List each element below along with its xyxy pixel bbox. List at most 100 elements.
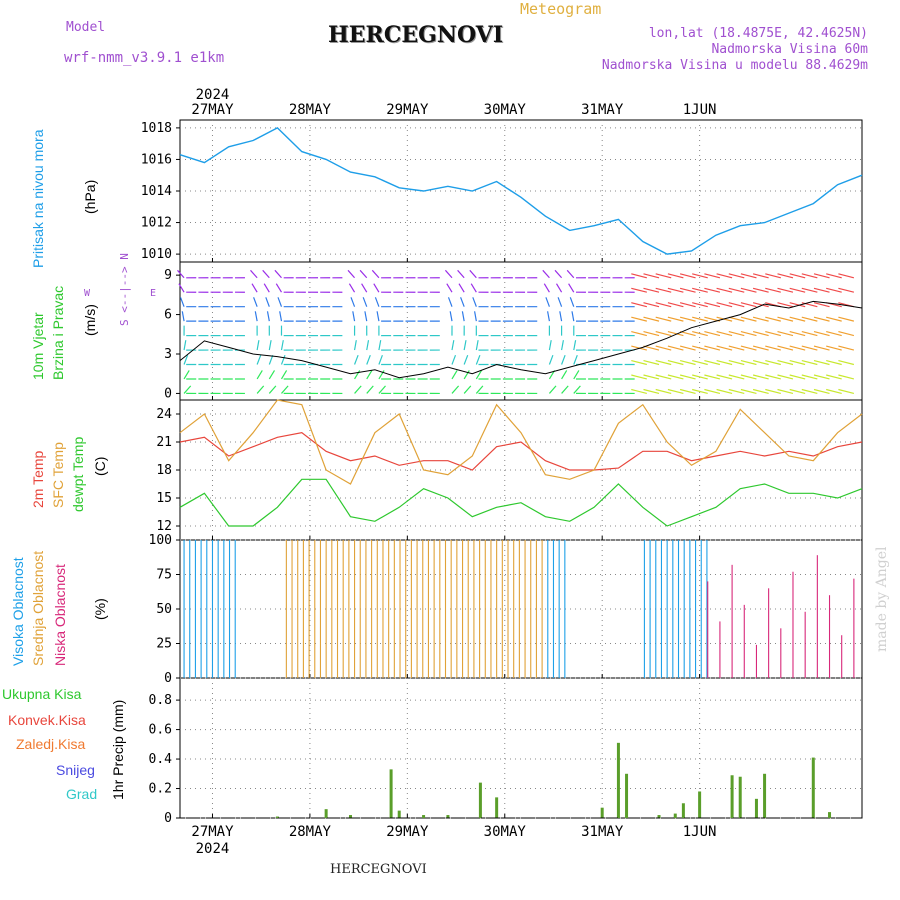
y-tick-label: 0: [164, 671, 172, 686]
wind-barb: [451, 340, 455, 351]
wind-barb: [716, 388, 733, 395]
wind-barb: [573, 385, 581, 394]
wind-barb: [752, 287, 769, 293]
precip-bar: [657, 815, 661, 818]
wind-barb: [463, 340, 467, 351]
wind-barb: [716, 287, 733, 293]
wind-barb: [366, 340, 370, 351]
wind-barb: [801, 316, 818, 322]
wind-barb: [354, 385, 362, 394]
wind-speed-line: [179, 300, 863, 379]
wind-barb: [543, 283, 550, 293]
wind-barb: [777, 287, 794, 293]
y-tick-label: 0.4: [149, 752, 173, 767]
pressure-line: [179, 127, 863, 255]
wind-barb: [667, 316, 684, 322]
wind-barb: [266, 311, 270, 322]
wind-barb: [561, 340, 564, 351]
wind-barb: [838, 273, 855, 279]
wind-barb: [826, 374, 842, 380]
wind-barb: [765, 360, 781, 366]
wind-barb: [275, 283, 283, 293]
wind-barb: [740, 360, 757, 366]
lonlat-text: lon,lat (18.4875E, 42.4625N): [648, 26, 868, 41]
wind-barb: [561, 385, 569, 394]
wind-barb: [765, 316, 781, 322]
wind-barb: [704, 388, 721, 395]
wind-barb: [765, 287, 781, 293]
wind-barb: [643, 273, 660, 279]
precip-legend-snow: Snijeg: [56, 762, 95, 778]
wind-barb: [777, 360, 794, 366]
wind-barb: [472, 297, 477, 307]
wind-barb: [463, 385, 472, 394]
wind-barb: [692, 287, 708, 293]
wind-barb: [353, 340, 357, 351]
wind-barb: [451, 370, 458, 380]
bottom-year-label: 2024: [196, 841, 230, 857]
y-tick-label: 0: [164, 811, 172, 826]
wind-barb: [378, 385, 386, 394]
wind-barb: [704, 345, 721, 351]
panel-frame-precip: [179, 677, 863, 819]
wind-barb: [777, 388, 794, 395]
wind-barb: [348, 283, 356, 293]
precip-bar: [811, 757, 815, 818]
wind-barb: [262, 269, 270, 279]
top-year-label: 2024: [196, 87, 230, 103]
wind-barb: [378, 370, 385, 380]
wind-barb: [838, 388, 855, 395]
precip-bar: [397, 810, 401, 818]
y-tick-label: 1010: [141, 247, 172, 262]
wind-barb: [475, 354, 481, 365]
wind-barb: [571, 311, 575, 322]
wind-barb: [667, 273, 684, 279]
elevation-text: Nadmorska Visina 60m: [711, 42, 868, 57]
wind-barb: [728, 388, 745, 395]
wind-barb: [728, 273, 745, 279]
wind-barb: [250, 269, 258, 279]
top-date-label: 30MAY: [484, 102, 527, 118]
precip-bar: [754, 798, 758, 818]
wind-barb: [838, 287, 855, 293]
wind-barb: [752, 273, 769, 279]
y-tick-label: 50: [156, 602, 172, 617]
top-date-label: 1JUN: [683, 102, 717, 118]
wind-barb: [561, 354, 566, 365]
wind-barb: [765, 345, 781, 351]
precip-bar: [349, 815, 352, 818]
precip-legend-frz: Zaledj.Kisa: [16, 736, 86, 752]
wind-barb: [655, 273, 672, 279]
precip-bar: [275, 816, 279, 818]
bottom-date-label: 1JUN: [683, 824, 717, 840]
wind-barb: [728, 287, 745, 293]
wind-barb: [679, 345, 696, 351]
wind-barb: [470, 283, 477, 293]
wind-barb: [446, 283, 453, 293]
wind-barb: [643, 360, 660, 366]
wind-barb: [281, 385, 289, 394]
y-tick-label: 25: [156, 637, 172, 652]
wind-barb: [655, 302, 672, 308]
wind-barb: [458, 283, 465, 293]
wind-barb: [268, 385, 277, 394]
wind-barb: [679, 374, 696, 380]
y-tick-label: 15: [156, 491, 172, 506]
wind-barb: [838, 316, 855, 322]
wind-barb: [826, 345, 842, 351]
footer-title: HERCEGNOVI: [330, 862, 427, 877]
wind-barb: [801, 388, 818, 395]
wind-barb: [826, 287, 842, 293]
wind-barb: [728, 302, 745, 308]
wind-barb: [655, 388, 672, 395]
wind-barb: [573, 340, 577, 351]
wind-barb: [631, 331, 647, 337]
precip-bar: [616, 742, 620, 818]
wind-barb: [376, 311, 380, 322]
wind-barb: [177, 269, 185, 279]
wind-barb: [183, 385, 192, 394]
wind-barb: [378, 354, 383, 365]
temp-sfc-line: [179, 399, 863, 485]
wind-barb: [542, 269, 550, 279]
temp-dewpt-line: [179, 478, 863, 527]
